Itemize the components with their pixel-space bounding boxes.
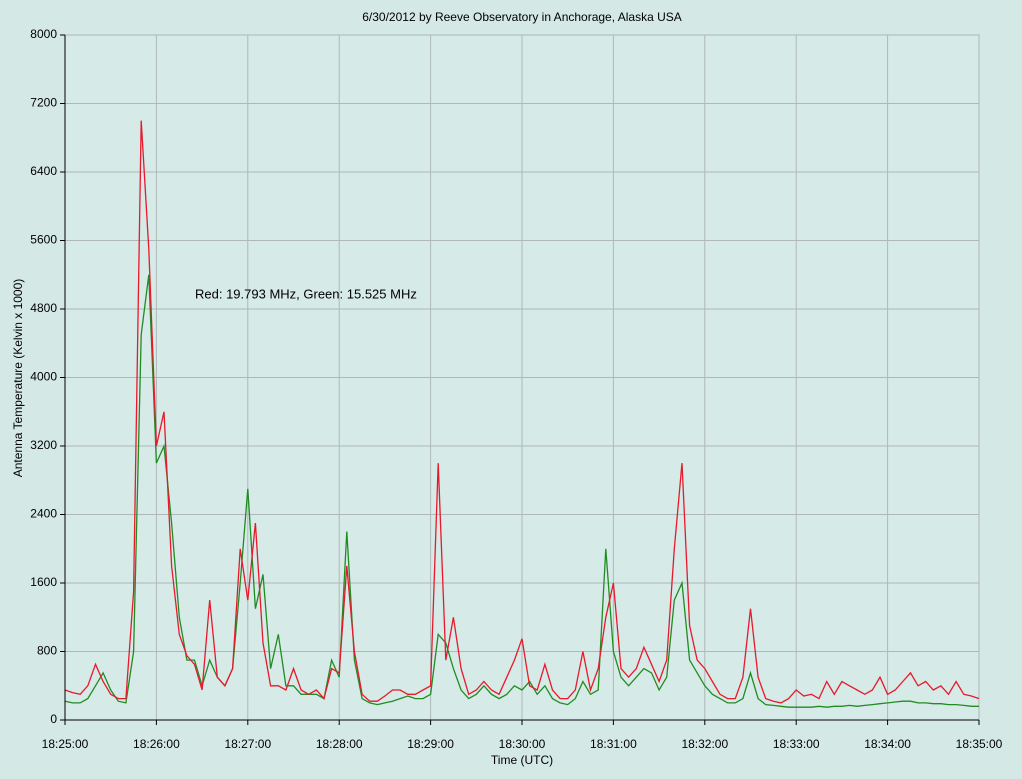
x-tick-label: 18:25:00 (42, 737, 89, 751)
y-tick-label: 6400 (30, 164, 57, 178)
y-tick-label: 4000 (30, 370, 57, 384)
x-tick-label: 18:35:00 (956, 737, 1003, 751)
y-tick-label: 4800 (30, 301, 57, 315)
x-tick-label: 18:34:00 (864, 737, 911, 751)
chart-title: 6/30/2012 by Reeve Observatory in Anchor… (362, 10, 682, 24)
y-tick-label: 800 (37, 644, 57, 658)
x-tick-label: 18:27:00 (224, 737, 271, 751)
y-axis-label: Antenna Temperature (Kelvin x 1000) (11, 279, 25, 478)
y-tick-label: 3200 (30, 438, 57, 452)
x-axis-label: Time (UTC) (491, 753, 553, 767)
y-tick-label: 2400 (30, 507, 57, 521)
y-tick-label: 7200 (30, 96, 57, 110)
series-line (64, 120, 980, 704)
y-tick-label: 5600 (30, 233, 57, 247)
x-tick-label: 18:33:00 (773, 737, 820, 751)
y-tick-label: 1600 (30, 575, 57, 589)
series (64, 120, 980, 708)
x-tick-label: 18:30:00 (499, 737, 546, 751)
annotation: Red: 19.793 MHz, Green: 15.525 MHz (195, 286, 417, 301)
y-tick-label: 0 (50, 712, 57, 726)
y-tick-label: 8000 (30, 27, 57, 41)
x-tick-label: 18:28:00 (316, 737, 363, 751)
grid (60, 34, 980, 725)
x-tick-label: 18:31:00 (590, 737, 637, 751)
x-tick-label: 18:26:00 (133, 737, 180, 751)
x-tick-label: 18:29:00 (407, 737, 454, 751)
x-tick-label: 18:32:00 (681, 737, 728, 751)
